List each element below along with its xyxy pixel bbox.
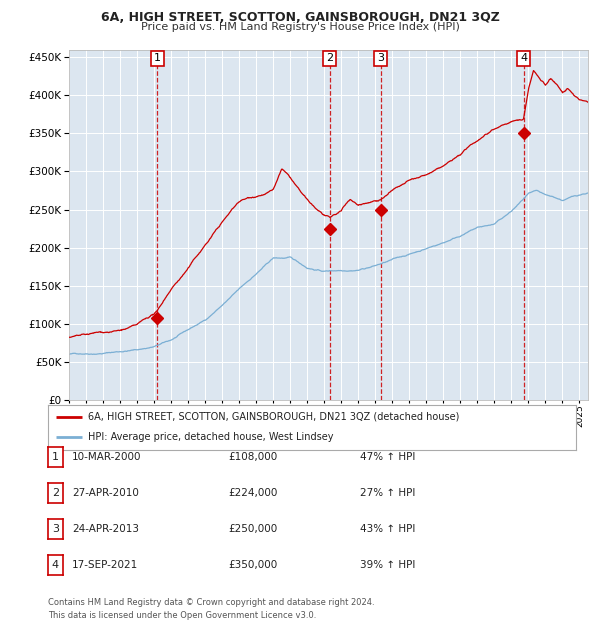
Text: £224,000: £224,000 [228, 488, 277, 498]
Text: 43% ↑ HPI: 43% ↑ HPI [360, 524, 415, 534]
Text: Price paid vs. HM Land Registry's House Price Index (HPI): Price paid vs. HM Land Registry's House … [140, 22, 460, 32]
Text: 1: 1 [52, 452, 59, 462]
Text: HPI: Average price, detached house, West Lindsey: HPI: Average price, detached house, West… [88, 432, 333, 443]
Text: 2: 2 [326, 53, 333, 63]
Text: 6A, HIGH STREET, SCOTTON, GAINSBOROUGH, DN21 3QZ: 6A, HIGH STREET, SCOTTON, GAINSBOROUGH, … [101, 11, 499, 24]
Text: This data is licensed under the Open Government Licence v3.0.: This data is licensed under the Open Gov… [48, 611, 316, 620]
Text: 4: 4 [520, 53, 527, 63]
Text: £108,000: £108,000 [228, 452, 277, 462]
Text: £250,000: £250,000 [228, 524, 277, 534]
Text: 6A, HIGH STREET, SCOTTON, GAINSBOROUGH, DN21 3QZ (detached house): 6A, HIGH STREET, SCOTTON, GAINSBOROUGH, … [88, 412, 459, 422]
Text: 17-SEP-2021: 17-SEP-2021 [72, 560, 138, 570]
Text: 3: 3 [52, 524, 59, 534]
Text: 47% ↑ HPI: 47% ↑ HPI [360, 452, 415, 462]
Text: 27-APR-2010: 27-APR-2010 [72, 488, 139, 498]
Text: 1: 1 [154, 53, 161, 63]
Text: 27% ↑ HPI: 27% ↑ HPI [360, 488, 415, 498]
Text: 2: 2 [52, 488, 59, 498]
Text: Contains HM Land Registry data © Crown copyright and database right 2024.: Contains HM Land Registry data © Crown c… [48, 598, 374, 607]
Text: 3: 3 [377, 53, 384, 63]
Text: 39% ↑ HPI: 39% ↑ HPI [360, 560, 415, 570]
Text: 10-MAR-2000: 10-MAR-2000 [72, 452, 142, 462]
Text: 24-APR-2013: 24-APR-2013 [72, 524, 139, 534]
Text: £350,000: £350,000 [228, 560, 277, 570]
Text: 4: 4 [52, 560, 59, 570]
